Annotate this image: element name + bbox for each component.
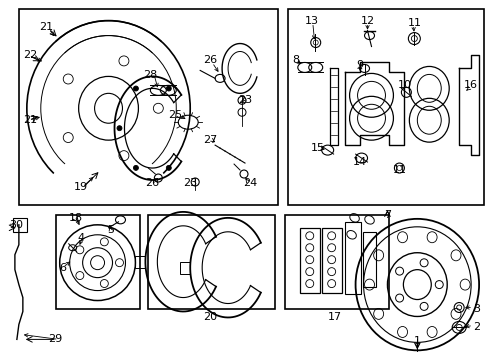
Text: 21: 21 xyxy=(23,115,37,125)
Text: 10: 10 xyxy=(397,80,412,90)
Bar xyxy=(288,9,484,205)
Ellipse shape xyxy=(133,86,138,91)
Ellipse shape xyxy=(166,165,172,170)
Text: 29: 29 xyxy=(49,334,63,345)
Text: 11: 11 xyxy=(392,165,406,175)
Text: 19: 19 xyxy=(74,182,88,192)
Text: 22: 22 xyxy=(23,50,37,60)
Text: 28: 28 xyxy=(143,71,157,80)
Bar xyxy=(285,215,390,310)
Text: 5: 5 xyxy=(107,225,114,235)
Text: 26: 26 xyxy=(146,178,159,188)
Text: 21: 21 xyxy=(39,22,53,32)
Text: 27: 27 xyxy=(203,135,217,145)
Ellipse shape xyxy=(166,86,172,91)
Bar xyxy=(300,228,319,293)
Text: 13: 13 xyxy=(305,15,318,26)
Bar xyxy=(180,262,190,274)
Bar xyxy=(19,9,278,205)
Bar xyxy=(344,222,361,293)
Text: 15: 15 xyxy=(311,143,325,153)
Bar xyxy=(135,256,146,268)
Text: 26: 26 xyxy=(203,55,217,66)
Text: 12: 12 xyxy=(361,15,374,26)
Text: 11: 11 xyxy=(407,18,421,28)
Text: 9: 9 xyxy=(356,60,363,71)
Text: 20: 20 xyxy=(203,312,217,323)
Text: 2: 2 xyxy=(473,323,481,332)
Bar xyxy=(56,215,141,310)
Text: 8: 8 xyxy=(292,55,299,66)
Text: 6: 6 xyxy=(59,263,66,273)
Text: 4: 4 xyxy=(77,233,84,243)
Text: 18: 18 xyxy=(69,213,83,223)
Text: 7: 7 xyxy=(384,210,391,220)
Text: 3: 3 xyxy=(474,305,481,315)
Bar xyxy=(322,228,342,293)
Text: 16: 16 xyxy=(464,80,478,90)
Text: 14: 14 xyxy=(352,157,367,167)
Text: 30: 30 xyxy=(9,220,23,230)
Bar xyxy=(363,232,376,287)
Text: 23: 23 xyxy=(183,178,197,188)
Text: 23: 23 xyxy=(238,95,252,105)
Bar xyxy=(148,215,275,310)
Bar xyxy=(13,218,27,232)
Text: 1: 1 xyxy=(414,336,421,346)
Text: 24: 24 xyxy=(243,178,257,188)
Ellipse shape xyxy=(133,165,138,170)
Text: 25: 25 xyxy=(168,110,182,120)
Text: 17: 17 xyxy=(328,312,342,323)
Ellipse shape xyxy=(117,126,122,131)
